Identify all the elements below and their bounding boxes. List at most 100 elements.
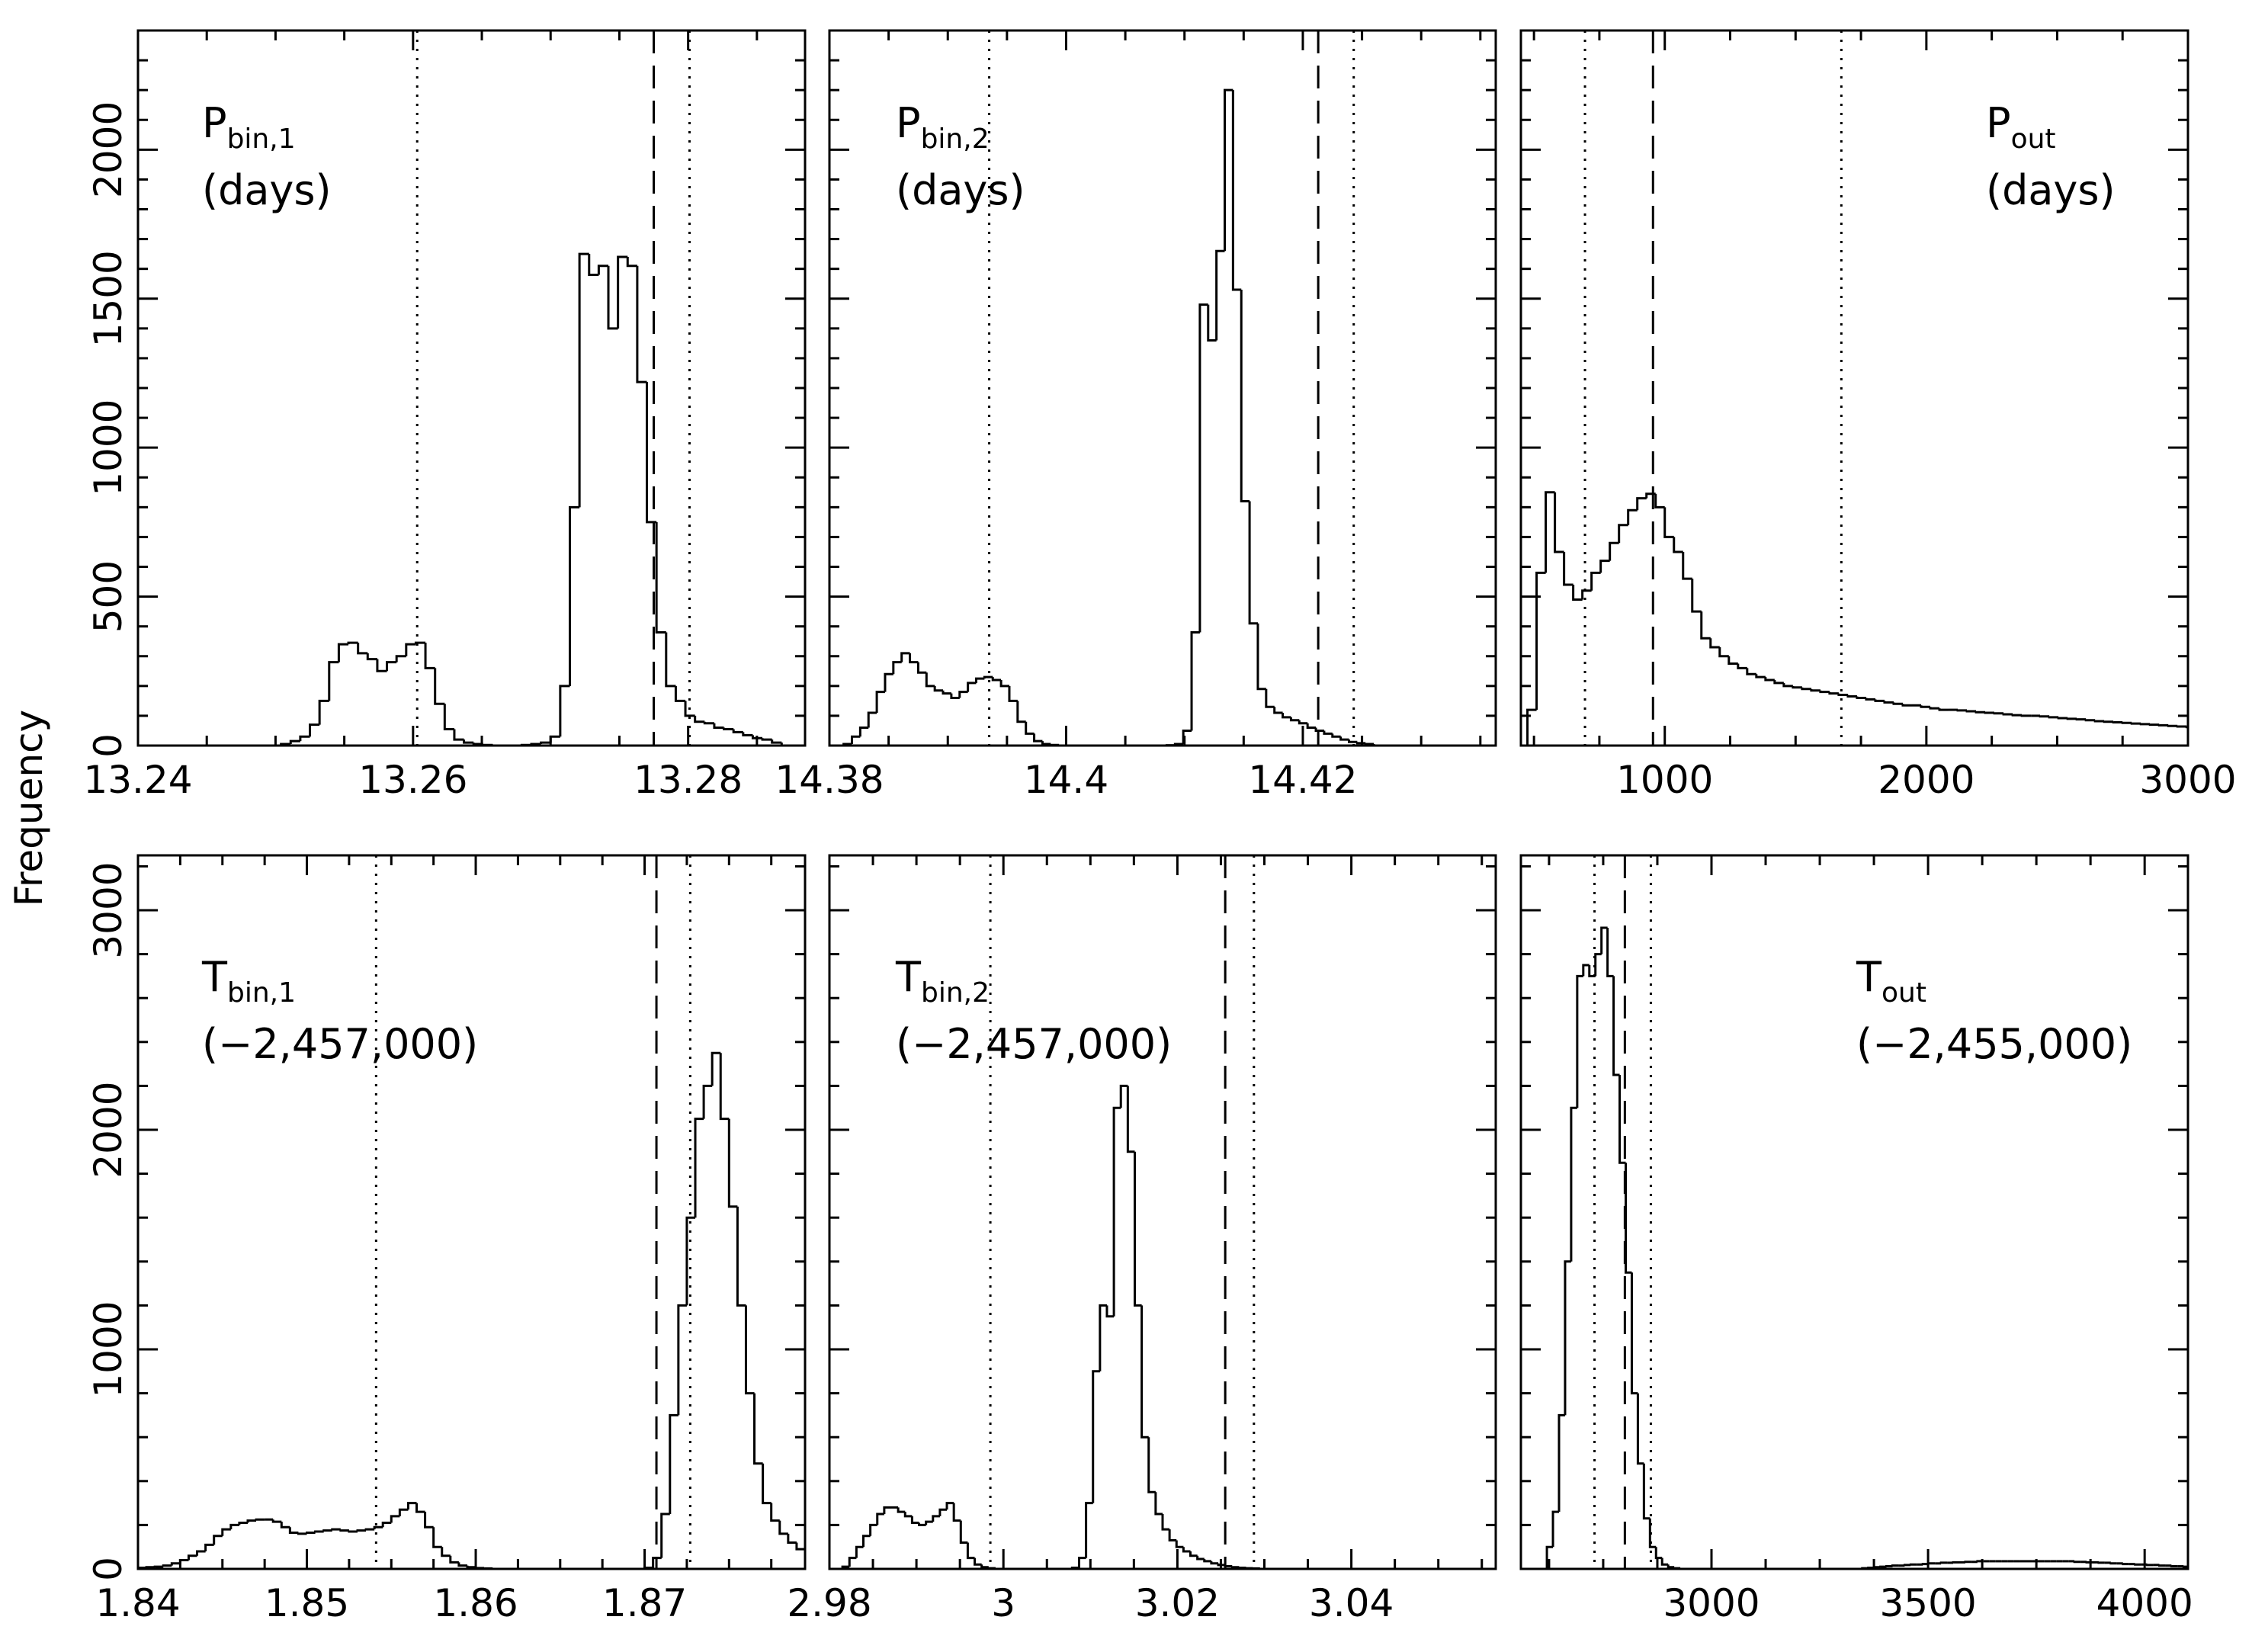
histogram-bin [2167, 724, 2178, 727]
histogram-bin [1237, 1567, 1246, 1569]
histogram-bin [753, 1393, 763, 1465]
panel-label-subscript: bin,2 [921, 977, 990, 1009]
histogram-bin [196, 1550, 206, 1556]
histogram-bin [1673, 537, 1683, 553]
histogram-bin [1627, 508, 1638, 525]
histogram-bin [883, 1506, 892, 1514]
panel-frame [1519, 854, 2189, 1570]
histogram-bin [187, 1554, 197, 1561]
histogram-bin [337, 643, 349, 662]
histogram-bin [1572, 584, 1583, 601]
histogram-bin [339, 1529, 349, 1532]
histogram-bin [677, 1304, 687, 1416]
x-tick-label: 1.84 [95, 1581, 180, 1625]
panel-label-title: Pbin,2 [896, 99, 990, 155]
histogram-bin [1956, 709, 1968, 712]
histogram-bin [289, 739, 300, 745]
x-tick-label: 3000 [2139, 758, 2236, 802]
histogram-bin [1551, 1510, 1559, 1548]
histogram-bin [636, 265, 647, 383]
histogram-bin [1590, 571, 1601, 591]
histogram-bin [869, 1523, 877, 1536]
histogram-bin [703, 721, 714, 725]
histogram-bin [424, 643, 435, 669]
histogram-bin [356, 1529, 367, 1532]
histogram-bin [950, 693, 960, 699]
y-tick-label: 2000 [86, 1081, 130, 1178]
histogram-bin [1289, 717, 1300, 722]
histogram-bin [1298, 720, 1308, 725]
histogram-bin [1112, 1106, 1121, 1317]
panel-content [842, 30, 1375, 746]
histogram-bin [1873, 1566, 1881, 1569]
panel-label-title: Pbin,1 [202, 99, 296, 155]
histogram-bin [1588, 965, 1596, 977]
histogram-bin [652, 1557, 662, 1568]
histogram-bin [732, 729, 743, 733]
panel-label-title: Tbin,2 [895, 953, 990, 1009]
histogram-bin [694, 1118, 704, 1218]
histogram-bin [2097, 1561, 2105, 1564]
panels-group: 13.24 13.26 13.28 0 500 1000 1500 2000 Pbin,1 (da… [83, 29, 2237, 1625]
histogram-bin [1810, 688, 1821, 692]
histogram-bin [1041, 741, 1051, 746]
histogram-bin [1883, 701, 1894, 704]
histogram-bin [364, 1528, 375, 1531]
histogram-bin [1563, 551, 1574, 586]
histogram-bin [1161, 1514, 1170, 1531]
histogram-bin [685, 1216, 696, 1306]
histogram-bin [1939, 1561, 1948, 1564]
histogram-bin [406, 1502, 417, 1510]
histogram-bin [711, 1051, 721, 1086]
histogram-bin [449, 1555, 459, 1564]
histogram-bin [1189, 1551, 1198, 1557]
histogram-bin [2109, 1562, 2117, 1565]
histogram-bin [309, 723, 320, 737]
histogram-bin [453, 729, 464, 741]
x-tick-label: 1.87 [602, 1581, 687, 1625]
histogram-bin [770, 1503, 780, 1522]
histogram-bin [751, 735, 763, 739]
histogram-bin [322, 1529, 332, 1532]
histogram-bin [876, 1512, 884, 1525]
histogram-bin [1545, 491, 1555, 573]
histogram-bin [702, 1084, 713, 1119]
histogram-bin [246, 1519, 257, 1523]
histogram-bin [1700, 611, 1711, 640]
x-tick-label: 13.28 [634, 758, 743, 802]
histogram-bin [974, 1557, 982, 1566]
histogram-bin [867, 711, 877, 728]
histogram-bin [1938, 708, 1949, 711]
histogram-bin [1642, 1463, 1651, 1520]
histogram-bin [2176, 725, 2187, 728]
histogram-bin [862, 1535, 871, 1548]
histogram-bin [900, 652, 910, 662]
histogram-bin [1660, 1557, 1669, 1566]
histogram-bin [1709, 638, 1720, 649]
panel-6: 3000 3500 4000 Tout (−2,455,000) [1519, 854, 2193, 1625]
histogram-bin [2075, 718, 2087, 721]
histogram-bin [897, 1507, 906, 1513]
histogram-bin [1582, 964, 1590, 977]
panel-label-subscript: bin,1 [227, 977, 296, 1009]
histogram-bin [1207, 304, 1217, 342]
histogram-bin [443, 704, 454, 731]
histogram-bin [1594, 953, 1602, 977]
histogram-bin [2066, 717, 2077, 720]
histogram-bin [2170, 1565, 2178, 1568]
panel-label-main: T [895, 953, 922, 1001]
histogram-bin [366, 653, 377, 661]
histogram-bin [1198, 303, 1208, 633]
histogram-bin [655, 521, 666, 634]
histogram-bin [932, 1515, 940, 1522]
histogram-bin [660, 1512, 670, 1558]
histogram-bin [851, 735, 861, 745]
histogram-bin [762, 1463, 772, 1505]
histogram-bin [795, 1542, 805, 1551]
histogram-bin [306, 1531, 316, 1534]
histogram-bin [1364, 743, 1375, 746]
histogram-bin [910, 1516, 919, 1525]
histogram-bin [1727, 656, 1738, 666]
histogram-bin [2112, 721, 2123, 724]
